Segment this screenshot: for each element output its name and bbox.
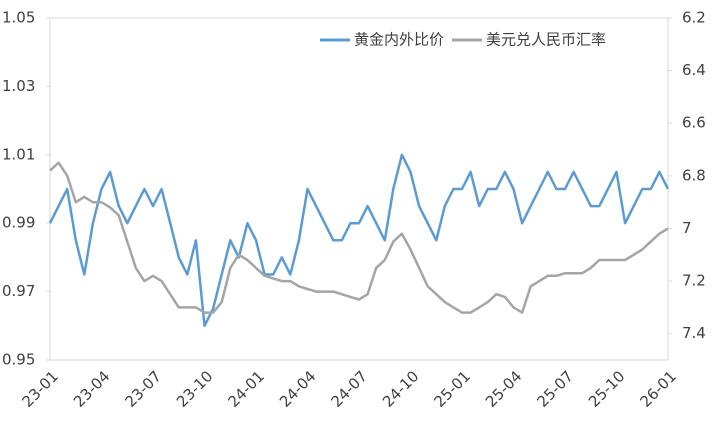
y-tick-label: 1.01 (2, 145, 35, 163)
x-tick-label: 24-01 (224, 367, 268, 411)
legend-label: 黄金内外比价 (354, 31, 444, 49)
y-tick-label: 1.05 (2, 9, 35, 27)
y2-tick-label: 7.4 (682, 324, 706, 342)
y2-tick-label: 6.2 (682, 9, 706, 27)
y-tick-label: 1.03 (2, 77, 35, 95)
y-tick-label: 0.99 (2, 214, 35, 232)
x-tick-label: 25-07 (533, 367, 577, 411)
y2-tick-label: 7.2 (682, 272, 706, 290)
y2-tick-label: 6.8 (682, 166, 706, 184)
x-tick-label: 23-07 (121, 367, 165, 411)
y2-tick-label: 6.6 (682, 114, 706, 132)
series-line (49, 161, 669, 314)
y2-tick-label: 7 (682, 219, 692, 237)
x-tick-label: 23-04 (70, 367, 114, 411)
y-tick-label: 0.95 (2, 351, 35, 369)
y2-tick-label: 6.4 (682, 61, 706, 79)
x-tick-label: 23-01 (18, 367, 62, 411)
plot-frame (49, 17, 669, 361)
x-tick-label: 24-07 (327, 367, 371, 411)
legend-label: 美元兑人民币汇率 (486, 31, 606, 49)
x-tick-label: 24-10 (379, 367, 423, 411)
x-tick-label: 25-10 (585, 367, 629, 411)
x-tick-label: 25-01 (430, 367, 474, 411)
x-tick-label: 24-04 (276, 367, 320, 411)
x-tick-label: 23-10 (173, 367, 217, 411)
x-tick-label: 26-01 (636, 367, 680, 411)
y-tick-label: 0.97 (2, 282, 35, 300)
x-tick-label: 25-04 (482, 367, 526, 411)
series-line (48, 153, 670, 328)
